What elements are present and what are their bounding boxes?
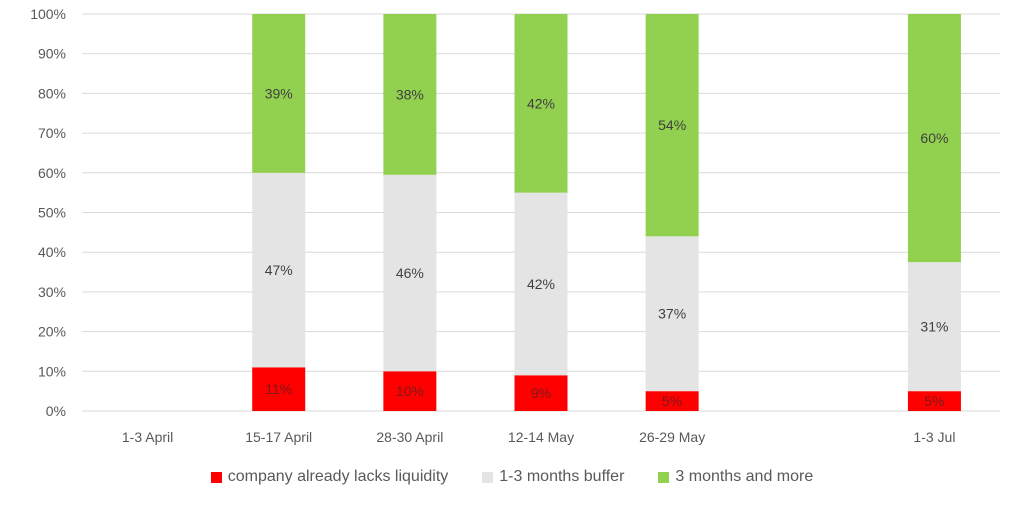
data-label: 11% [265, 381, 292, 397]
legend: company already lacks liquidity 1-3 month… [0, 468, 1024, 486]
x-tick-label: 15-17 April [245, 429, 312, 445]
bar-segment [514, 192, 568, 376]
bar-segment [907, 14, 961, 263]
bar-segment [645, 236, 699, 392]
legend-item: 3 months and more [658, 468, 813, 486]
data-label: 9% [531, 385, 551, 401]
bars: 11% 47% 39% 10% 46% 38% 9% 42% 42% 5% 37% 54% 5% 31% 6… [252, 14, 961, 411]
data-label: 42% [527, 276, 555, 292]
y-tick-label: 30% [38, 284, 66, 300]
bar-segment [514, 14, 568, 193]
data-label: 42% [527, 95, 555, 111]
y-tick-label: 40% [38, 244, 66, 260]
stacked-bar-chart: 0% 10% 20% 30% 40% 50% 60% 70% 80% 90% 100% 11% 47%… [30, 6, 1000, 445]
x-tick-label: 26-29 May [639, 429, 705, 445]
x-tick-label: 12-14 May [508, 429, 574, 445]
legend-label: 3 months and more [675, 468, 814, 485]
bar-segment [907, 262, 961, 392]
bar-segment [252, 172, 306, 368]
x-tick-label: 28-30 April [376, 429, 443, 445]
bar-segment [252, 367, 306, 411]
x-tick-label: 1-3 Jul [913, 429, 955, 445]
y-tick-label: 100% [30, 6, 66, 22]
data-label: 60% [920, 130, 948, 146]
bar-segment [645, 391, 699, 411]
x-axis-ticks: 1-3 April 15-17 April 28-30 April 12-14 May… [122, 429, 956, 445]
legend-item: 1-3 months buffer [482, 468, 624, 486]
y-tick-label: 90% [38, 46, 66, 62]
bar-segment [383, 371, 437, 411]
data-label: 37% [658, 306, 686, 322]
bar-segment [645, 14, 699, 237]
legend-label: 1-3 months buffer [499, 468, 625, 485]
bar-segment [907, 391, 961, 411]
data-label: 54% [658, 117, 686, 133]
legend-label: company already lacks liquidity [227, 468, 449, 485]
y-tick-label: 50% [38, 205, 66, 221]
bar-segment [383, 14, 437, 175]
y-tick-label: 70% [38, 125, 66, 141]
data-label: 47% [265, 262, 293, 278]
legend-swatch [482, 471, 494, 483]
y-axis-ticks: 0% 10% 20% 30% 40% 50% 60% 70% 80% 90% 100% [30, 6, 66, 419]
data-label: 10% [396, 383, 424, 399]
legend-swatch [658, 471, 670, 483]
data-label: 31% [920, 319, 948, 335]
y-tick-label: 10% [38, 363, 66, 379]
bar-segment [252, 14, 306, 173]
bar-segment [514, 375, 568, 411]
y-tick-label: 0% [46, 403, 66, 419]
data-label: 46% [396, 265, 424, 281]
x-tick-label: 1-3 April [122, 429, 173, 445]
bar-segment [383, 174, 437, 372]
data-label: 5% [662, 393, 682, 409]
y-tick-label: 20% [38, 324, 66, 340]
data-label: 39% [265, 85, 293, 101]
data-label: 38% [396, 86, 424, 102]
y-tick-label: 60% [38, 165, 66, 181]
legend-swatch [210, 471, 222, 483]
data-label: 5% [924, 393, 944, 409]
y-tick-label: 80% [38, 85, 66, 101]
legend-item: company already lacks liquidity [210, 468, 449, 486]
